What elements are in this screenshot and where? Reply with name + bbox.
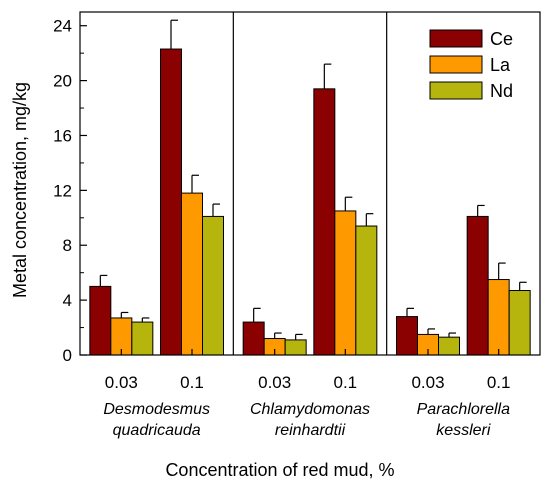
bar-la xyxy=(334,210,357,356)
bar-nd xyxy=(508,290,531,356)
legend-swatch-nd xyxy=(429,81,483,100)
legend-swatch-la xyxy=(429,55,483,74)
y-tick-label: 16 xyxy=(53,126,72,145)
x-tick-label: 0.03 xyxy=(105,373,138,392)
y-tick-label: 24 xyxy=(53,17,72,36)
plot-frame xyxy=(79,11,541,356)
bar-la xyxy=(487,279,510,356)
legend-label: La xyxy=(490,55,511,75)
bar-ce xyxy=(396,316,418,356)
y-tick-label: 12 xyxy=(53,181,72,200)
x-tick-label: 0.1 xyxy=(180,373,204,392)
plot-area xyxy=(232,12,388,355)
legend-label: Ce xyxy=(490,29,513,49)
bar-la xyxy=(181,192,203,356)
bar-nd xyxy=(355,225,378,356)
bar-ce xyxy=(466,215,489,356)
species-label: Chlamydomonas xyxy=(250,401,370,418)
bar-ce xyxy=(242,321,265,356)
species-label: reinhardtii xyxy=(275,422,346,439)
y-axis-label: Metal concentration, mg/kg xyxy=(10,82,30,298)
species-label: Desmodesmus xyxy=(103,401,210,418)
legend-swatch-ce xyxy=(429,29,483,48)
bars xyxy=(89,19,531,356)
bar-nd xyxy=(438,336,460,356)
bar-ce xyxy=(89,285,112,356)
x-tick-label: 0.1 xyxy=(487,373,511,392)
species-label: kessleri xyxy=(436,422,491,439)
y-tick-label: 0 xyxy=(63,346,72,365)
axes: 0 4 8 12 16 20 24 0.03 0.1 Desmodesmus quadricauda… xyxy=(53,11,541,439)
bar-nd xyxy=(202,215,224,356)
bar-nd xyxy=(284,339,307,356)
y-tick-label: 20 xyxy=(53,72,72,91)
legend-label: Nd xyxy=(490,81,513,101)
x-tick-label: 0.03 xyxy=(411,373,444,392)
y-tick-label: 8 xyxy=(63,236,72,255)
species-label: quadricauda xyxy=(113,422,201,439)
x-axis-label: Concentration of red mud, % xyxy=(165,460,394,480)
y-tick-label: 4 xyxy=(63,291,72,310)
x-tick-label: 0.03 xyxy=(258,373,291,392)
bar-ce xyxy=(313,88,336,356)
species-label: Parachlorella xyxy=(417,401,510,418)
x-tick-label: 0.1 xyxy=(334,373,358,392)
legend: Ce La Nd xyxy=(429,29,513,101)
bar-ce xyxy=(160,48,182,356)
bar-nd xyxy=(131,321,154,356)
